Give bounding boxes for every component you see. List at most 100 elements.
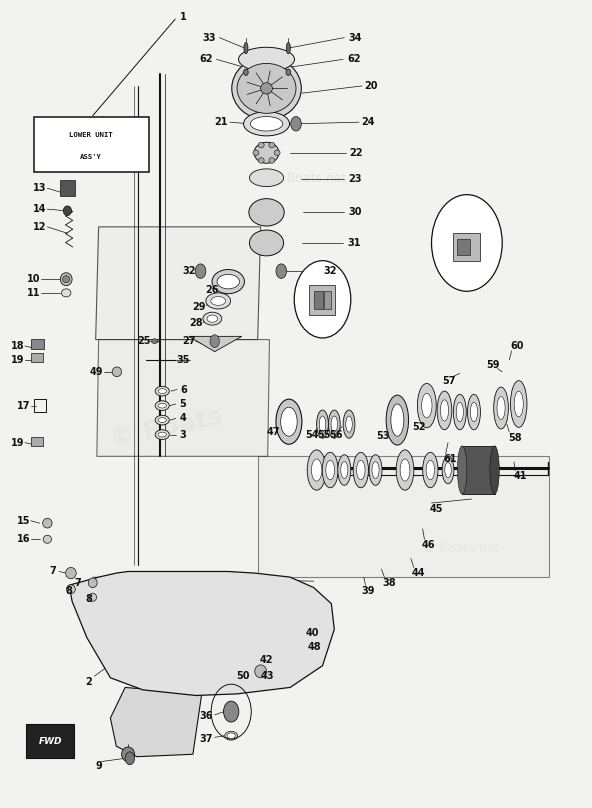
Text: 3: 3 bbox=[179, 430, 186, 440]
Ellipse shape bbox=[353, 452, 368, 488]
Text: 7: 7 bbox=[50, 566, 57, 576]
Text: 29: 29 bbox=[192, 302, 205, 313]
Ellipse shape bbox=[494, 387, 509, 429]
Ellipse shape bbox=[386, 395, 408, 445]
Text: 24: 24 bbox=[361, 117, 375, 127]
Text: 18: 18 bbox=[11, 341, 25, 351]
Text: 11: 11 bbox=[27, 288, 40, 298]
Circle shape bbox=[210, 335, 220, 347]
Text: 15: 15 bbox=[17, 516, 31, 526]
Ellipse shape bbox=[422, 393, 432, 418]
Ellipse shape bbox=[152, 339, 157, 343]
Ellipse shape bbox=[88, 578, 97, 587]
Text: 5: 5 bbox=[179, 399, 186, 409]
Ellipse shape bbox=[396, 450, 414, 490]
Ellipse shape bbox=[66, 585, 75, 594]
Ellipse shape bbox=[243, 112, 289, 136]
Text: ASS'Y: ASS'Y bbox=[81, 154, 102, 160]
Bar bbox=[34, 117, 149, 172]
Ellipse shape bbox=[260, 82, 272, 94]
Bar bbox=[309, 285, 335, 315]
Ellipse shape bbox=[206, 292, 231, 309]
Ellipse shape bbox=[121, 747, 134, 761]
Ellipse shape bbox=[468, 394, 481, 430]
Text: © Boats: © Boats bbox=[108, 405, 224, 452]
Ellipse shape bbox=[471, 402, 478, 422]
Ellipse shape bbox=[369, 455, 382, 486]
Ellipse shape bbox=[253, 150, 259, 156]
Text: 32: 32 bbox=[323, 266, 337, 276]
Bar bbox=[314, 291, 323, 309]
Text: FWD: FWD bbox=[38, 737, 62, 746]
Bar bbox=[60, 180, 75, 196]
Ellipse shape bbox=[158, 432, 166, 437]
Text: 25: 25 bbox=[137, 336, 151, 346]
Polygon shape bbox=[110, 688, 202, 756]
Ellipse shape bbox=[258, 142, 264, 148]
Text: 4: 4 bbox=[179, 414, 186, 423]
Ellipse shape bbox=[255, 665, 266, 678]
Text: 54: 54 bbox=[305, 430, 319, 440]
Ellipse shape bbox=[331, 416, 337, 432]
Circle shape bbox=[276, 264, 287, 279]
Text: 30: 30 bbox=[348, 208, 362, 217]
Bar bbox=[31, 353, 43, 362]
Ellipse shape bbox=[286, 69, 291, 75]
Text: 37: 37 bbox=[200, 734, 213, 744]
Text: 38: 38 bbox=[382, 578, 396, 587]
Circle shape bbox=[291, 116, 301, 131]
Text: 13: 13 bbox=[33, 183, 46, 193]
Ellipse shape bbox=[442, 457, 454, 484]
Text: 12: 12 bbox=[33, 222, 46, 232]
Text: 46: 46 bbox=[422, 540, 435, 550]
Polygon shape bbox=[69, 571, 334, 696]
Ellipse shape bbox=[63, 206, 72, 216]
Ellipse shape bbox=[155, 401, 169, 410]
Circle shape bbox=[195, 264, 206, 279]
Text: 41: 41 bbox=[513, 472, 527, 482]
Ellipse shape bbox=[281, 407, 297, 436]
Text: 7: 7 bbox=[75, 578, 81, 587]
Text: 53: 53 bbox=[377, 431, 390, 441]
Text: 61: 61 bbox=[443, 454, 457, 464]
Ellipse shape bbox=[249, 169, 284, 187]
Text: 32: 32 bbox=[182, 266, 195, 276]
Ellipse shape bbox=[249, 199, 284, 226]
Polygon shape bbox=[97, 339, 269, 457]
Text: 40: 40 bbox=[305, 629, 319, 638]
Polygon shape bbox=[96, 227, 260, 339]
Text: 28: 28 bbox=[189, 318, 202, 329]
Ellipse shape bbox=[125, 752, 134, 764]
Ellipse shape bbox=[326, 461, 334, 480]
Ellipse shape bbox=[269, 142, 275, 148]
Ellipse shape bbox=[426, 461, 435, 480]
Text: 48: 48 bbox=[308, 642, 321, 652]
Bar bbox=[26, 725, 75, 758]
Text: 19: 19 bbox=[11, 355, 25, 364]
Circle shape bbox=[432, 195, 502, 291]
Text: 47: 47 bbox=[267, 427, 281, 437]
Ellipse shape bbox=[440, 400, 449, 421]
Text: 52: 52 bbox=[412, 422, 425, 431]
Ellipse shape bbox=[237, 63, 296, 113]
Text: 26: 26 bbox=[205, 284, 219, 295]
Text: 6: 6 bbox=[181, 385, 188, 394]
Ellipse shape bbox=[258, 158, 264, 163]
Text: 57: 57 bbox=[442, 377, 456, 386]
Ellipse shape bbox=[89, 593, 96, 601]
Ellipse shape bbox=[346, 416, 352, 432]
Text: 27: 27 bbox=[182, 336, 195, 346]
Text: 23: 23 bbox=[348, 174, 362, 183]
Ellipse shape bbox=[329, 410, 340, 438]
Ellipse shape bbox=[417, 384, 436, 427]
Ellipse shape bbox=[225, 731, 237, 740]
Ellipse shape bbox=[287, 43, 291, 53]
Ellipse shape bbox=[445, 462, 451, 478]
Ellipse shape bbox=[158, 418, 166, 423]
Bar bbox=[458, 239, 471, 255]
Text: 21: 21 bbox=[214, 117, 227, 127]
Text: 31: 31 bbox=[347, 238, 361, 248]
Text: 14: 14 bbox=[33, 204, 46, 214]
Text: 45: 45 bbox=[429, 503, 443, 514]
Bar bbox=[31, 339, 44, 349]
